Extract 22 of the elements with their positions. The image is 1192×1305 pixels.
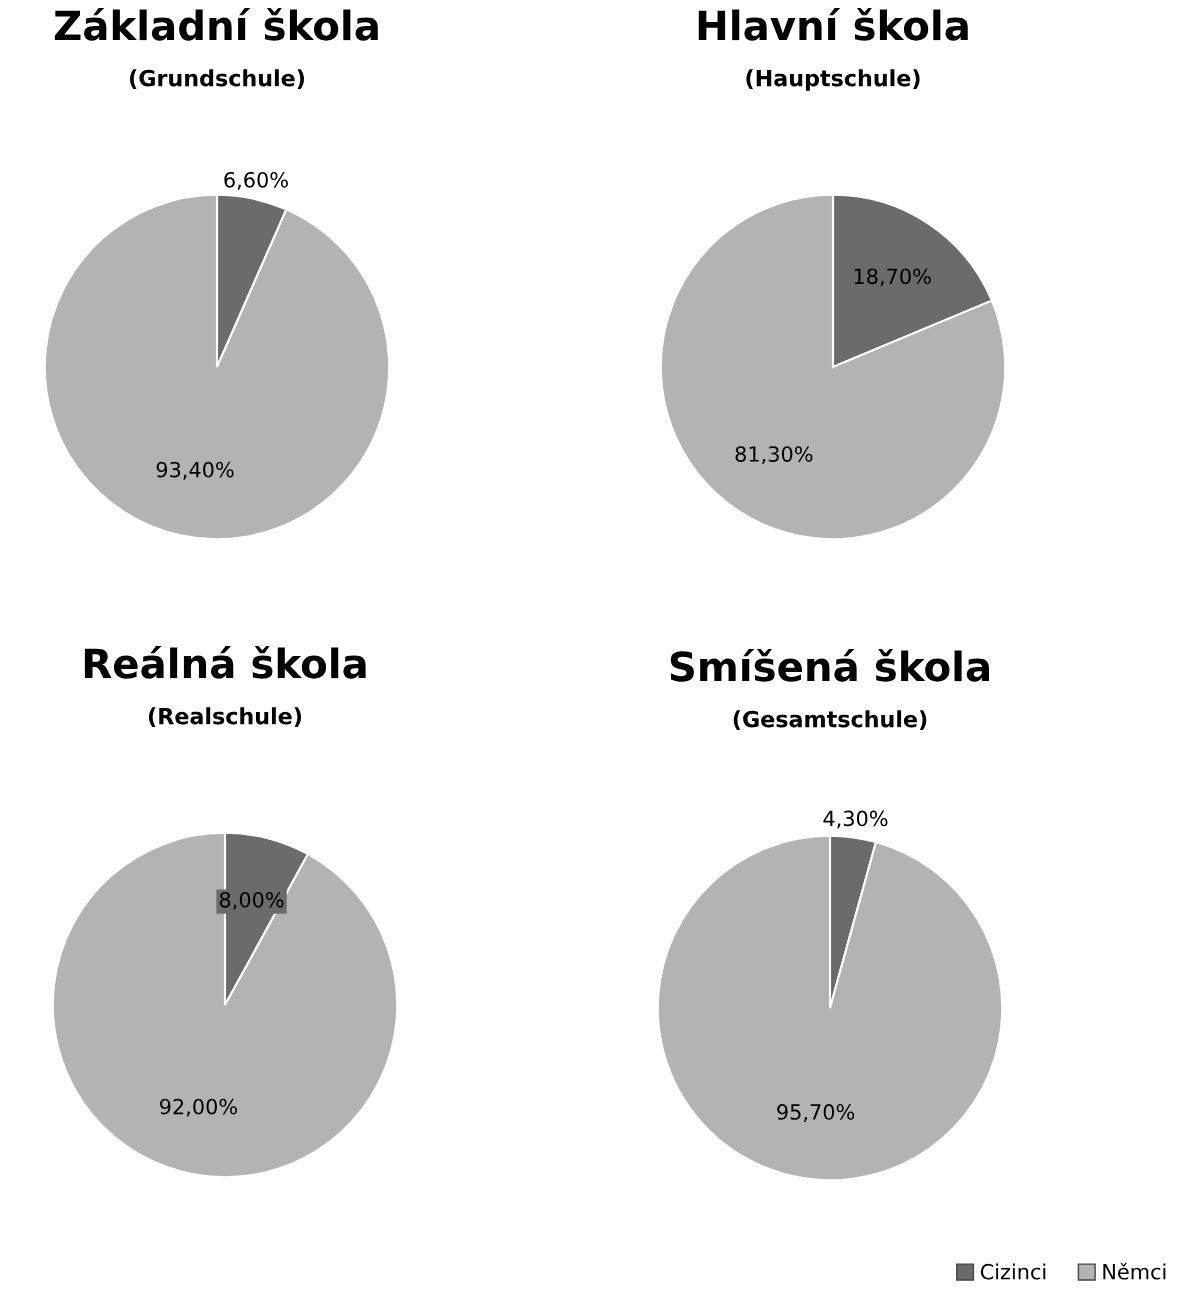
data-label: 95,70% [777,1104,855,1122]
chart-subtitle: (Realschule) [148,707,302,728]
data-label: 18,70% [854,268,931,287]
data-label: 6,60% [224,171,288,190]
data-label: 8,00% [219,891,284,910]
chart-title: Reálná škola [84,645,366,679]
data-label: 81,30% [735,446,813,465]
pie-slice [43,193,391,541]
data-label: 4,30% [823,810,888,829]
pie-slice [659,193,1007,541]
chart-subtitle: (Grundschule) [130,69,304,90]
pie-slice [656,834,1004,1182]
pie-slice [51,831,399,1179]
legend-label: Němci [1103,1262,1166,1280]
legend-label: Cizinci [980,1263,1046,1280]
chart-title: Hlavní škola [698,7,968,41]
data-label: 93,40% [156,461,234,480]
chart-title: Smíšená škola [670,648,989,682]
chart-subtitle: (Hauptschule) [746,69,920,91]
chart-subtitle: (Gesamtschule) [733,710,927,731]
chart-title: Základní škola [54,7,378,41]
data-label: 92,00% [160,1098,238,1117]
